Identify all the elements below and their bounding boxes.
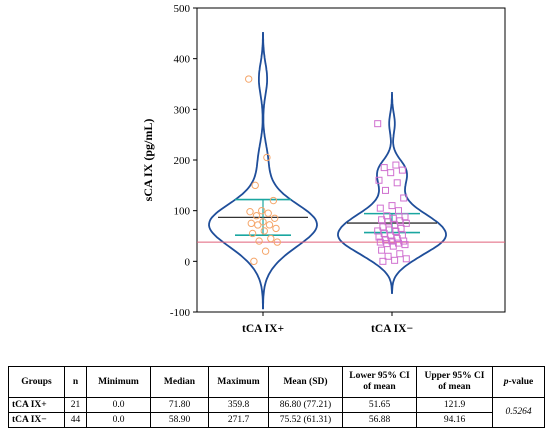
data-point	[260, 227, 268, 235]
cell-ci-high: 94.16	[416, 412, 493, 428]
header-minimum: Minimum	[86, 366, 151, 398]
statistics-table: Groups n Minimum Median Maximum Mean (SD…	[8, 366, 545, 428]
data-point	[391, 221, 399, 229]
cell-group: tCA IX−	[8, 412, 65, 428]
data-point	[382, 186, 389, 194]
header-upper-ci: Upper 95% CI of mean	[416, 366, 493, 398]
data-point	[248, 229, 257, 238]
data-point	[246, 207, 254, 216]
data-point	[400, 237, 408, 245]
data-point	[265, 221, 274, 229]
y-tick-label: 500	[174, 3, 191, 15]
cell-ci-low: 51.65	[342, 397, 417, 413]
cell-median: 58.90	[150, 412, 209, 428]
header-pvalue-italic: p	[503, 376, 509, 387]
data-point	[379, 257, 387, 265]
data-point	[255, 237, 263, 245]
cell-min: 0.0	[86, 397, 151, 413]
cell-max: 271.7	[208, 412, 269, 428]
header-groups: Groups	[8, 366, 65, 398]
cell-max: 359.8	[208, 397, 269, 413]
cell-n: 44	[64, 412, 87, 428]
data-point	[402, 219, 410, 227]
violin-chart: -100 0 100 200 300 400 500 tCA IX+ tCA IX− sCA I…	[141, 3, 506, 335]
y-tick-label: 0	[185, 256, 191, 268]
chart-axes: -100 0 100 200 300 400 500 tCA IX+ tCA IX−	[170, 3, 506, 335]
cell-ci-high: 121.9	[416, 397, 493, 413]
data-point	[388, 202, 396, 210]
header-pvalue: p-value	[492, 366, 545, 398]
data-point	[376, 204, 384, 212]
data-point	[273, 238, 281, 246]
y-tick-label: 100	[174, 206, 191, 218]
data-point	[272, 224, 280, 233]
data-point	[402, 255, 410, 263]
data-point	[389, 242, 397, 250]
data-point	[392, 161, 400, 169]
cell-group: tCA IX+	[8, 397, 65, 413]
statistics-table-wrapper: Groups n Minimum Median Maximum Mean (SD…	[8, 366, 545, 428]
data-point	[267, 234, 275, 243]
table-row: tCA IX− 44 0.0 58.90 271.7 75.52 (61.31)…	[8, 412, 545, 428]
table-row: tCA IX+ 21 0.0 71.80 359.8 86.80 (77.21)…	[8, 397, 545, 428]
header-n: n	[64, 366, 87, 398]
y-tick-label: 300	[174, 104, 191, 116]
data-point	[254, 221, 262, 229]
cell-mean-sd: 86.80 (77.21)	[268, 397, 343, 413]
data-point	[391, 256, 399, 264]
y-axis-label: sCA IX (pg/mL)	[141, 119, 155, 202]
data-point	[401, 213, 409, 221]
data-point	[375, 176, 383, 184]
data-point	[251, 181, 259, 190]
header-pvalue-rest: -value	[508, 376, 534, 387]
data-point	[384, 252, 392, 260]
data-point	[245, 75, 253, 83]
data-point	[258, 206, 266, 215]
data-point	[374, 120, 382, 128]
y-tick-label: -100	[170, 307, 191, 319]
cell-pvalue: 0.5264	[492, 397, 545, 428]
data-point	[269, 196, 278, 205]
data-points	[245, 75, 410, 266]
data-point	[401, 241, 409, 249]
cell-median: 71.80	[150, 397, 209, 413]
header-median: Median	[150, 366, 209, 398]
data-point	[263, 153, 271, 162]
data-point	[400, 194, 408, 202]
cell-min: 0.0	[86, 412, 151, 428]
data-point	[250, 257, 258, 266]
data-point	[387, 169, 395, 177]
y-tick-label: 200	[174, 155, 191, 167]
x-tick-label: tCA IX−	[371, 323, 413, 335]
violin-shapes	[208, 32, 447, 310]
data-point	[398, 166, 406, 174]
data-point	[252, 212, 261, 220]
header-maximum: Maximum	[208, 366, 269, 398]
data-point	[264, 209, 272, 217]
data-point	[247, 219, 256, 228]
data-point	[259, 218, 267, 226]
violin-outline	[337, 92, 447, 294]
cell-mean-sd: 75.52 (61.31)	[268, 412, 343, 428]
violin-outline	[208, 32, 318, 310]
data-point	[395, 207, 402, 215]
cell-ci-low: 56.88	[342, 412, 417, 428]
y-tick-label: 400	[174, 54, 191, 66]
data-point	[380, 164, 388, 172]
data-point	[378, 246, 386, 254]
data-point	[396, 250, 404, 258]
cell-n: 21	[64, 397, 87, 413]
data-point	[393, 179, 401, 187]
table-header-row: Groups n Minimum Median Maximum Mean (SD…	[8, 366, 545, 398]
header-lower-ci: Lower 95% CI of mean	[342, 366, 417, 398]
plot-frame	[196, 7, 506, 313]
header-mean-sd: Mean (SD)	[268, 366, 343, 398]
data-point	[261, 247, 270, 255]
x-tick-label: tCA IX+	[242, 323, 284, 335]
data-point	[271, 214, 279, 222]
